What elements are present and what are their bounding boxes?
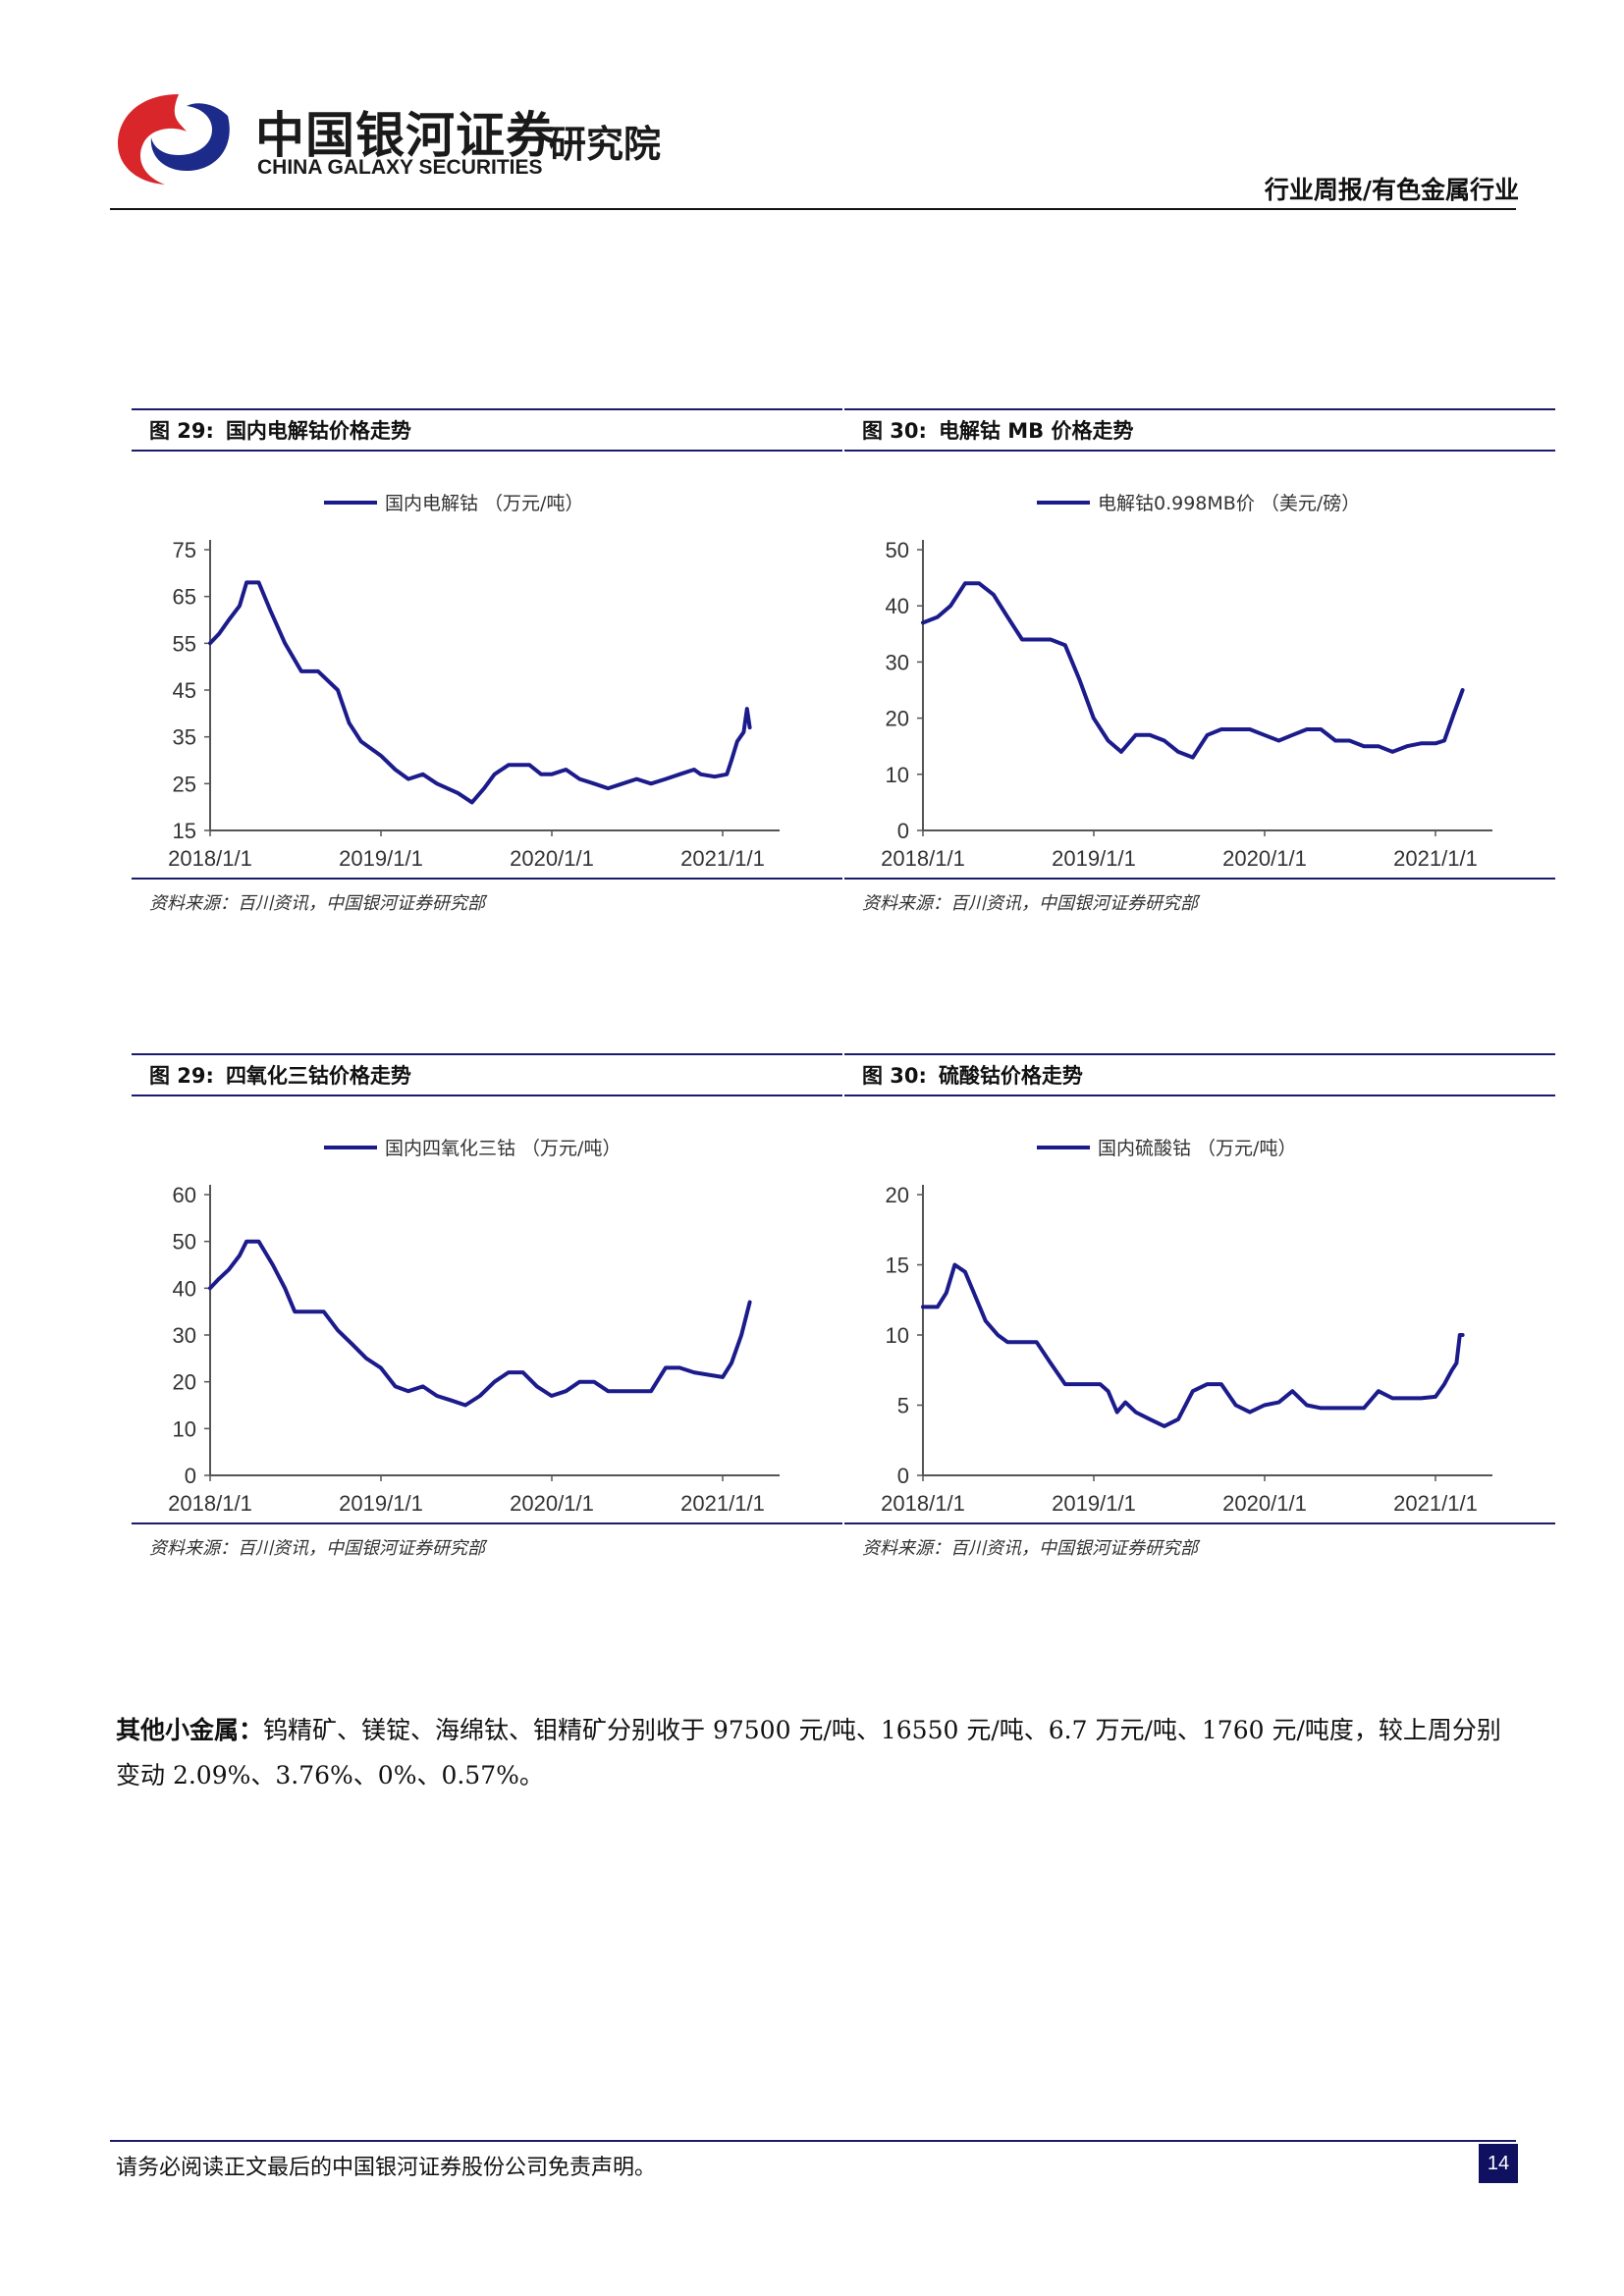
figure-4: 图 30: 硫酸钴价格走势 国内硫酸钴 （万元/吨） 0 5 10 15 20 2018/1… <box>844 1053 1555 1560</box>
y-tick-label: 25 <box>173 772 196 796</box>
figure-title: 电解钴 MB 价格走势 <box>938 419 1134 443</box>
y-tick-label: 65 <box>173 585 196 610</box>
y-tick-label: 55 <box>173 631 196 656</box>
y-tick-label: 5 <box>897 1394 909 1418</box>
figure-source: 资料来源：百川资讯，中国银河证券研究部 <box>132 878 842 915</box>
figure-chart-area: 国内硫酸钴 （万元/吨） 0 5 10 15 20 2018/1/1 2019/1/1 2020… <box>844 1096 1555 1522</box>
x-tick-label: 2018/1/1 <box>168 846 252 871</box>
series-line <box>208 1239 752 1408</box>
logo-chinese-name: 中国银河证券 <box>255 107 556 164</box>
figure-source: 资料来源：百川资讯，中国银河证券研究部 <box>844 1522 1555 1560</box>
y-tick-label: 40 <box>886 594 909 618</box>
paragraph-text: 钨精矿、镁锭、海绵钛、钼精矿分别收于 97500 元/吨、16550 元/吨、6… <box>116 1716 1501 1789</box>
x-tick-label: 2021/1/1 <box>680 1491 765 1516</box>
legend-label: 国内电解钴 （万元/吨） <box>385 493 583 514</box>
x-tick-label: 2019/1/1 <box>1052 1491 1136 1516</box>
y-tick-label: 45 <box>173 678 196 703</box>
y-tick-label: 35 <box>173 725 196 750</box>
x-tick-label: 2020/1/1 <box>1222 846 1307 871</box>
header-divider <box>110 208 1516 210</box>
figure-chart-area: 国内电解钴 （万元/吨） 15 25 35 45 55 65 75 2018/1/1 2019/1… <box>132 452 842 878</box>
chart-cobalt-sulfate: 国内硫酸钴 （万元/吨） 0 5 10 15 20 2018/1/1 2019/1/1 2020… <box>881 1138 1492 1516</box>
y-tick-label: 10 <box>886 763 909 787</box>
figure-1: 图 29: 国内电解钴价格走势 国内电解钴 （万元/吨） 15 25 35 45 55 65… <box>132 408 842 915</box>
y-tick-label: 10 <box>886 1323 909 1348</box>
figure-header: 图 30: 硫酸钴价格走势 <box>844 1053 1555 1096</box>
legend-label: 国内硫酸钴 （万元/吨） <box>1098 1138 1296 1159</box>
chart-electrolytic-cobalt: 国内电解钴 （万元/吨） 15 25 35 45 55 65 75 2018/1/1 2019/1… <box>168 493 780 871</box>
x-tick-label: 2020/1/1 <box>510 1491 594 1516</box>
figure-label: 图 29: <box>149 419 214 443</box>
y-tick-label: 0 <box>897 1464 909 1488</box>
y-tick-label: 30 <box>886 650 909 674</box>
disclaimer: 请务必阅读正文最后的中国银河证券股份公司免责声明。 <box>116 2156 657 2180</box>
logo-english-name: CHINA GALAXY SECURITIES <box>257 156 543 179</box>
x-tick-label: 2020/1/1 <box>1222 1491 1307 1516</box>
y-tick-label: 60 <box>173 1183 196 1207</box>
y-tick-label: 50 <box>173 1230 196 1255</box>
logo-institute: 研究院 <box>549 123 662 166</box>
y-tick-label: 30 <box>173 1323 196 1348</box>
series-line <box>208 580 752 805</box>
footer-divider <box>110 2140 1516 2142</box>
figure-chart-area: 国内四氧化三钴 （万元/吨） 0 10 20 30 40 50 60 2018/1/1 2019/… <box>132 1096 842 1522</box>
figure-3: 图 29: 四氧化三钴价格走势 国内四氧化三钴 （万元/吨） 0 10 20 30 40 5… <box>132 1053 842 1560</box>
legend-label: 电解钴0.998MB价 （美元/磅） <box>1098 493 1360 514</box>
figure-source: 资料来源：百川资讯，中国银河证券研究部 <box>844 878 1555 915</box>
x-tick-label: 2018/1/1 <box>168 1491 252 1516</box>
x-tick-label: 2018/1/1 <box>881 1491 965 1516</box>
figure-label: 图 30: <box>862 419 927 443</box>
company-logo: 中国银河证券 CHINA GALAXY SECURITIES 研究院 <box>110 82 709 190</box>
paragraph-label: 其他小金属： <box>116 1716 264 1744</box>
x-tick-label: 2019/1/1 <box>1052 846 1136 871</box>
figure-source: 资料来源：百川资讯，中国银河证券研究部 <box>132 1522 842 1560</box>
y-tick-label: 20 <box>886 707 909 731</box>
x-tick-label: 2019/1/1 <box>339 846 423 871</box>
x-tick-label: 2020/1/1 <box>510 846 594 871</box>
figure-2: 图 30: 电解钴 MB 价格走势 电解钴0.998MB价 （美元/磅） 0 10 2… <box>844 408 1555 915</box>
y-tick-label: 15 <box>886 1254 909 1278</box>
series-line <box>921 1262 1465 1428</box>
y-tick-label: 10 <box>173 1416 196 1441</box>
figure-label: 图 30: <box>862 1064 927 1088</box>
y-tick-label: 75 <box>173 538 196 562</box>
figure-header: 图 29: 国内电解钴价格走势 <box>132 408 842 452</box>
figure-header: 图 30: 电解钴 MB 价格走势 <box>844 408 1555 452</box>
figure-title: 四氧化三钴价格走势 <box>225 1064 411 1088</box>
x-tick-label: 2021/1/1 <box>1393 846 1478 871</box>
figure-title: 国内电解钴价格走势 <box>225 419 411 443</box>
x-tick-label: 2021/1/1 <box>1393 1491 1478 1516</box>
x-tick-label: 2021/1/1 <box>680 846 765 871</box>
galaxy-logo-icon <box>118 94 230 185</box>
y-tick-label: 20 <box>173 1370 196 1395</box>
page-number: 14 <box>1479 2144 1518 2183</box>
figure-label: 图 29: <box>149 1064 214 1088</box>
y-tick-label: 0 <box>185 1464 196 1488</box>
chart-cobalt-tetroxide: 国内四氧化三钴 （万元/吨） 0 10 20 30 40 50 60 2018/1/1 2019/… <box>168 1138 780 1516</box>
figure-header: 图 29: 四氧化三钴价格走势 <box>132 1053 842 1096</box>
y-tick-label: 20 <box>886 1183 909 1207</box>
y-tick-label: 15 <box>173 819 196 843</box>
y-tick-label: 50 <box>886 538 909 562</box>
x-tick-label: 2018/1/1 <box>881 846 965 871</box>
figure-title: 硫酸钴价格走势 <box>938 1064 1083 1088</box>
chart-mb-cobalt: 电解钴0.998MB价 （美元/磅） 0 10 20 30 40 50 2018/1/1 201… <box>881 493 1492 871</box>
report-type: 行业周报/有色金属行业 <box>1264 176 1519 204</box>
series-line <box>921 581 1465 760</box>
y-tick-label: 40 <box>173 1276 196 1301</box>
legend-label: 国内四氧化三钴 （万元/吨） <box>385 1138 621 1159</box>
figure-chart-area: 电解钴0.998MB价 （美元/磅） 0 10 20 30 40 50 2018/1/1 201… <box>844 452 1555 878</box>
y-tick-label: 0 <box>897 819 909 843</box>
x-tick-label: 2019/1/1 <box>339 1491 423 1516</box>
minor-metals-paragraph: 其他小金属：钨精矿、镁锭、海绵钛、钼精矿分别收于 97500 元/吨、16550… <box>116 1708 1510 1798</box>
